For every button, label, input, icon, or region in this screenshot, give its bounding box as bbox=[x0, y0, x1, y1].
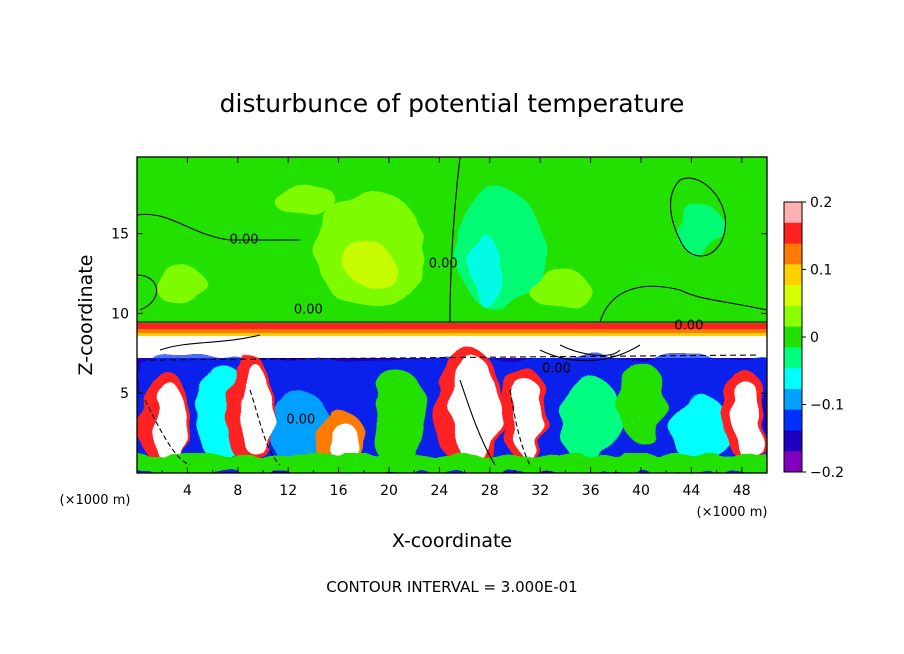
colorbar-segment bbox=[784, 202, 802, 224]
colorbar-segment bbox=[784, 409, 802, 431]
y-axis: 5 10 15 bbox=[111, 227, 767, 402]
y-tick-label: 15 bbox=[111, 227, 129, 243]
x-unit-right: (×1000 m) bbox=[697, 505, 768, 520]
interface-orange-band bbox=[137, 329, 767, 333]
contour-label: 0.00 bbox=[542, 362, 571, 377]
interface-white-band bbox=[137, 336, 767, 358]
x-tick-label: 28 bbox=[481, 483, 499, 499]
contour-label: 0.00 bbox=[674, 319, 703, 334]
contour-label: 0.00 bbox=[230, 232, 259, 247]
colorbar-segment bbox=[784, 430, 802, 452]
colorbar-tick-label: −0.2 bbox=[810, 465, 844, 481]
colorbar-segment bbox=[784, 347, 802, 369]
x-tick-label: 12 bbox=[279, 483, 297, 499]
contour-label: 0.00 bbox=[294, 303, 323, 318]
colorbar-segment bbox=[784, 326, 802, 348]
x-axis-label: X-coordinate bbox=[392, 530, 512, 552]
y-tick-label: 10 bbox=[111, 306, 129, 322]
x-tick-label: 20 bbox=[380, 483, 398, 499]
colorbar-tick-label: 0.1 bbox=[810, 263, 832, 279]
colorbar-segment bbox=[784, 368, 802, 390]
colorbar-segment bbox=[784, 243, 802, 265]
x-tick-label: 4 bbox=[183, 483, 192, 499]
colorbar-segment bbox=[784, 285, 802, 307]
colorbar: 0.2 0.1 0 −0.1 −0.2 bbox=[783, 195, 844, 481]
x-tick-label: 36 bbox=[582, 483, 600, 499]
upper-field-variations bbox=[155, 182, 725, 310]
x-tick-label: 48 bbox=[733, 483, 751, 499]
interface-red-band bbox=[137, 323, 767, 329]
colorbar-segment bbox=[784, 305, 802, 328]
plot-frame bbox=[136, 156, 768, 474]
contour-label: 0.00 bbox=[286, 413, 315, 428]
y-tick-label: 5 bbox=[120, 386, 129, 402]
x-axis: 4 8 12 16 20 24 28 32 36 40 44 48 bbox=[161, 157, 751, 499]
x-tick-label: 16 bbox=[330, 483, 348, 499]
colorbar-tick-label: 0 bbox=[810, 330, 819, 346]
contour-label: 0.00 bbox=[429, 256, 458, 271]
contour-interval-text: CONTOUR INTERVAL = 3.000E-01 bbox=[326, 578, 577, 596]
x-tick-label: 32 bbox=[531, 483, 549, 499]
bottom-green-strip bbox=[137, 455, 767, 473]
x-tick-label: 44 bbox=[682, 483, 700, 499]
chart-title: disturbunce of potential temperature bbox=[220, 89, 685, 118]
colorbar-segment bbox=[784, 388, 802, 411]
x-tick-label: 8 bbox=[233, 483, 242, 499]
contour-labels: 0.00 0.00 0.00 0.00 0.00 0.00 bbox=[230, 232, 704, 427]
contour-lines bbox=[137, 157, 767, 466]
y-axis-label: Z-coordinate bbox=[75, 255, 97, 376]
x-unit-left: (×1000 m) bbox=[60, 493, 131, 508]
colorbar-segment bbox=[784, 222, 802, 245]
colorbar-tick-label: 0.2 bbox=[810, 195, 832, 211]
plot-area: 0.00 0.00 0.00 0.00 0.00 0.00 bbox=[137, 157, 767, 473]
lower-field-structures bbox=[137, 350, 767, 473]
x-tick-label: 24 bbox=[430, 483, 448, 499]
x-tick-label: 40 bbox=[632, 483, 650, 499]
interface-yellow-band bbox=[137, 333, 767, 336]
colorbar-segment bbox=[784, 264, 802, 286]
colorbar-segment bbox=[784, 451, 802, 473]
colorbar-tick-label: −0.1 bbox=[810, 398, 844, 414]
